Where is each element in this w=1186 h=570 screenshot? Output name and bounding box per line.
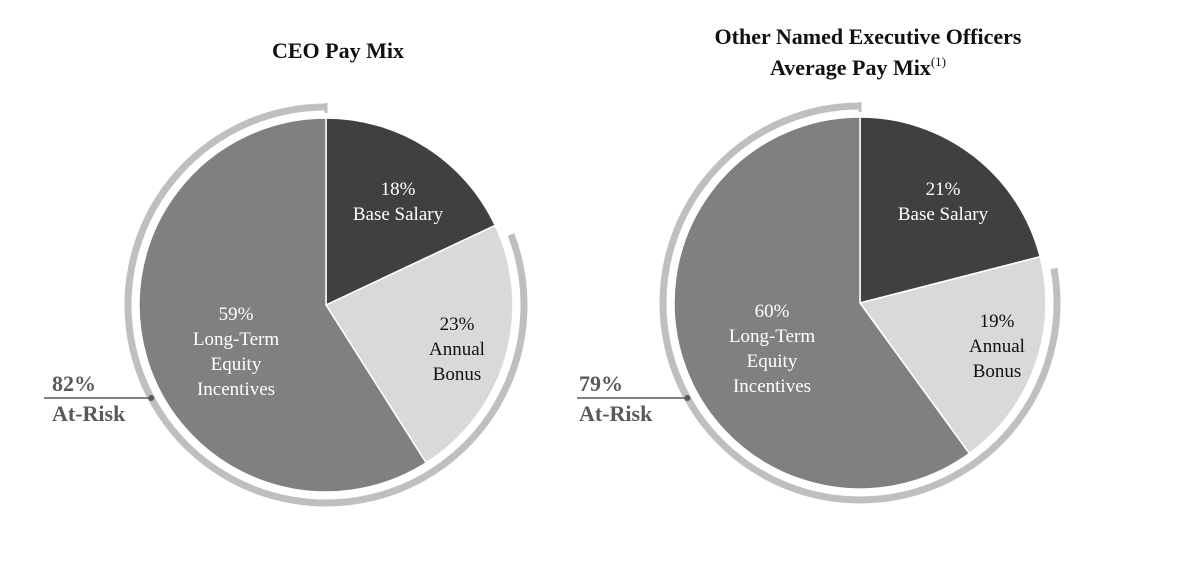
ceo-pie-chart: 18% Base Salary 23% Annual Bonus 59% Long-Term… (44, 103, 528, 507)
neo-slice-label-1-line-2: Bonus (973, 361, 1022, 382)
ceo-slice-label-0: 18% Base Salary (353, 179, 444, 225)
neo-slice-label-2: 60% Long-Term Equity Incentives (729, 301, 815, 397)
ceo-slice-label-2-line-1: Long-Term (193, 329, 279, 350)
ceo-slice-label-1: 23% Annual Bonus (429, 314, 485, 385)
neo-slice-label-1-line-0: 19% (980, 311, 1015, 332)
ceo-at-risk-leader-dot (148, 395, 155, 401)
ceo-slice-label-2: 59% Long-Term Equity Incentives (193, 304, 279, 400)
neo-at-risk-leader-dot (684, 395, 691, 401)
ceo-at-risk-arc (124, 103, 528, 507)
ceo-at-risk-label: At-Risk (52, 401, 126, 426)
ceo-slice-label-1-line-0: 23% (440, 314, 475, 335)
ceo-slice-label-2-line-2: Equity (211, 354, 262, 375)
ceo-slice-label-0-line-1: Base Salary (353, 204, 444, 225)
neo-slice-label-1: 19% Annual Bonus (969, 311, 1025, 382)
neo-at-risk-label: At-Risk (579, 401, 653, 426)
ceo-slice-label-1-line-1: Annual (429, 339, 485, 360)
neo-slice-label-0-line-0: 21% (926, 179, 961, 200)
neo-slice-label-2-line-0: 60% (755, 301, 790, 322)
neo-chart-title-line-1: Other Named Executive Officers (715, 24, 1022, 49)
ceo-slice-base-salary (325, 117, 497, 307)
ceo-slice-label-1-line-2: Bonus (433, 364, 482, 385)
neo-slice-annual-bonus (858, 255, 1047, 455)
neo-chart-title-line-2-text: Average Pay Mix (770, 55, 931, 80)
neo-chart-title-footnote: (1) (931, 54, 946, 69)
neo-slice-label-2-line-3: Incentives (733, 376, 811, 397)
ceo-slice-label-2-line-0: 59% (219, 304, 254, 325)
neo-slice-label-0-line-1: Base Salary (898, 204, 989, 225)
neo-slice-label-2-line-2: Equity (747, 351, 798, 372)
ceo-at-risk-pct: 82% (52, 371, 96, 396)
neo-chart-title-line-2: Average Pay Mix(1) (770, 54, 946, 80)
neo-at-risk-arc (659, 102, 1061, 504)
ceo-slice-lti (138, 117, 428, 493)
neo-pie-chart: 21% Base Salary 19% Annual Bonus 60% Long-Term… (577, 102, 1061, 504)
ceo-chart-title: CEO Pay Mix (272, 38, 404, 63)
neo-slice-label-1-line-1: Annual (969, 336, 1025, 357)
neo-slice-lti (673, 116, 971, 490)
ceo-slice-annual-bonus (324, 224, 514, 464)
neo-slice-base-salary (859, 116, 1042, 304)
neo-slice-label-2-line-1: Long-Term (729, 326, 815, 347)
neo-slice-label-0: 21% Base Salary (898, 179, 989, 225)
neo-at-risk-pct: 79% (579, 371, 623, 396)
ceo-slice-label-2-line-3: Incentives (197, 379, 275, 400)
ceo-slice-label-0-line-0: 18% (381, 179, 416, 200)
